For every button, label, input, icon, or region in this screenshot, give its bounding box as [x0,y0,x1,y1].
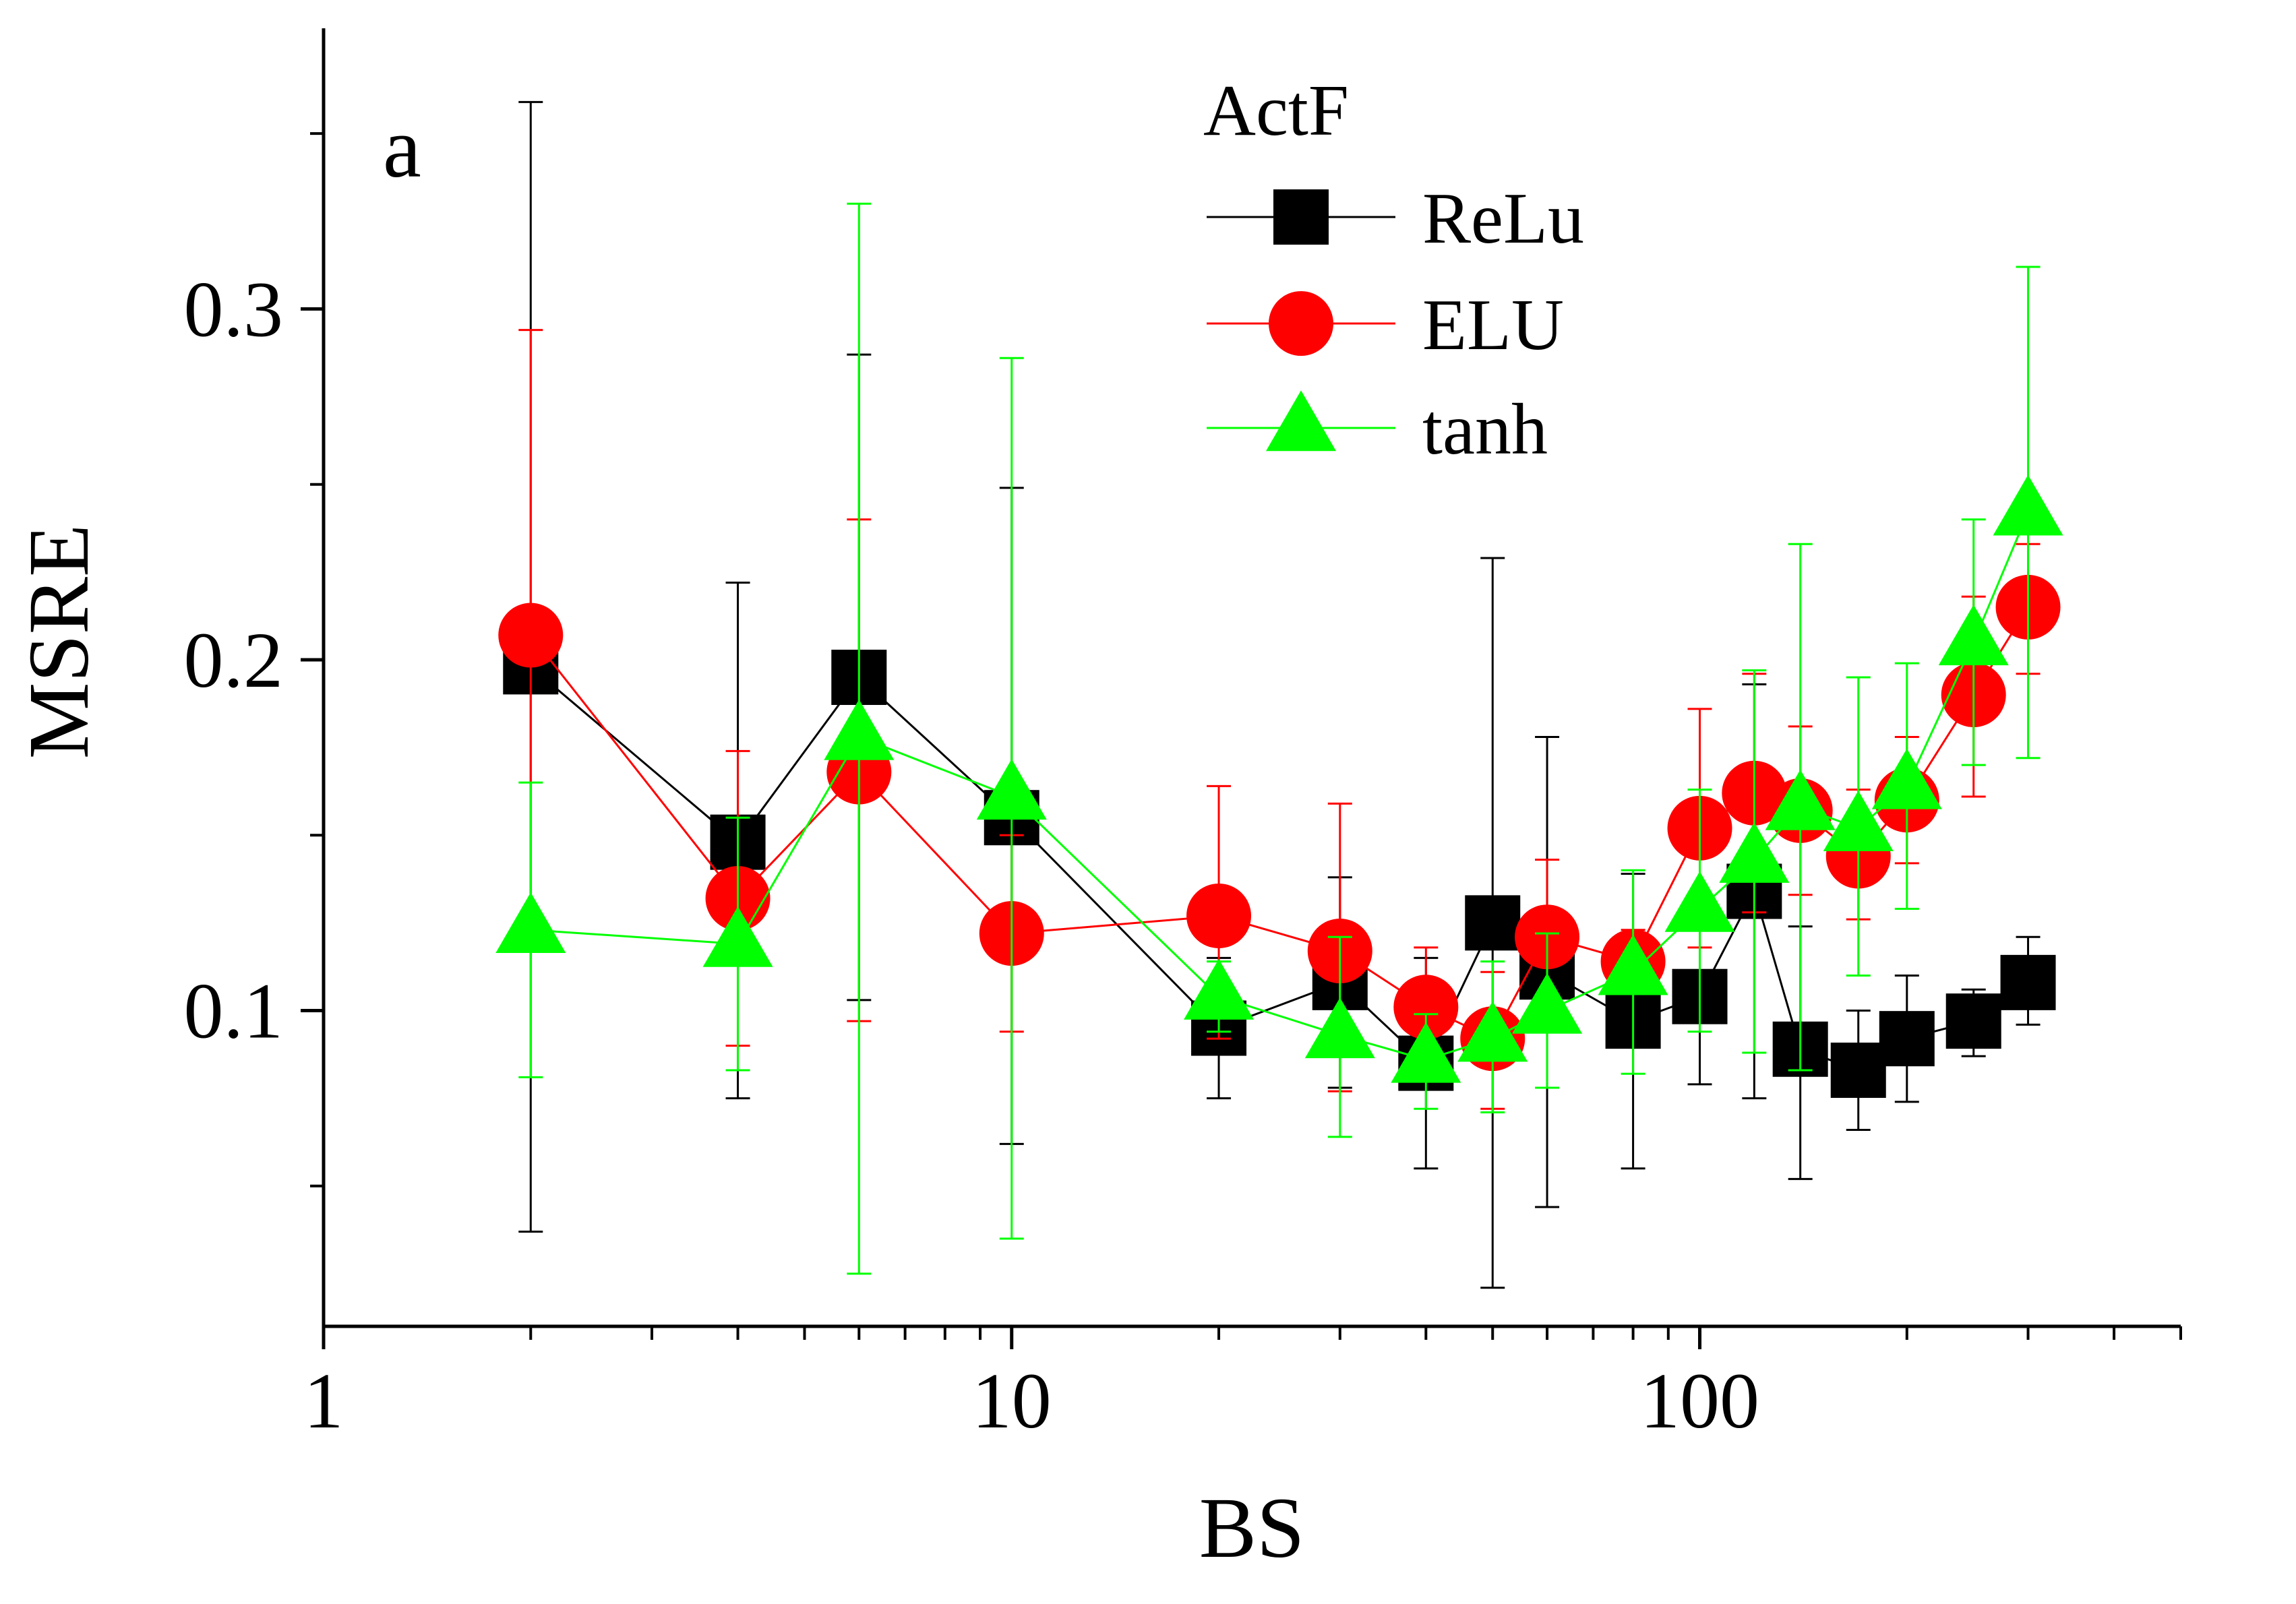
legend-item-tanh: tanh [1207,390,1548,470]
data-point [1457,1001,1528,1062]
data-point [1823,791,1894,852]
legend-item-elu: ELU [1207,285,1564,365]
legend-label: ReLu [1422,179,1584,259]
data-point [1993,474,2063,536]
x-axis-label: BS [1199,1480,1305,1576]
data-point [1465,895,1521,951]
data-point [1938,605,2009,666]
data-point [702,906,773,967]
axes: 1 10 100 0.1 0.2 0.3 [184,28,2182,1445]
data-point [824,699,895,760]
y-tick-label: 0.3 [184,265,284,353]
data-point [1879,1011,1935,1067]
data-point [1512,973,1583,1034]
data-point [1184,958,1255,1020]
data-point [2000,954,2056,1010]
legend-marker [1266,390,1336,452]
data-point [1186,883,1252,948]
legend-marker [1269,291,1333,356]
data-point [1871,748,1942,809]
legend: ActF ReLu ELU tanh [1203,71,1584,470]
data-point [498,603,564,668]
data-point [1664,871,1735,932]
data-point [495,892,566,953]
data-point [1391,1022,1461,1083]
data-point [1598,934,1668,995]
x-tick-label: 1 [304,1357,344,1445]
y-tick-label: 0.1 [184,967,284,1055]
y-tick-label: 0.2 [184,616,284,704]
data-point [1830,1043,1886,1099]
legend-title: ActF [1203,71,1349,151]
data-point [1945,993,2001,1049]
data-point [1393,975,1459,1040]
series-layer [495,100,2063,1289]
data-point [1719,822,1790,883]
data-point [1304,997,1375,1059]
data-point [976,759,1047,820]
legend-label: ELU [1422,285,1564,365]
legend-label: tanh [1422,390,1548,470]
series-tanh [495,202,2063,1275]
x-tick-label: 10 [972,1357,1052,1445]
x-tick-label: 100 [1640,1357,1759,1445]
panel-label: a [383,100,421,195]
legend-marker [1273,189,1329,245]
data-point [1765,769,1836,830]
legend-item-relu: ReLu [1207,179,1584,259]
y-axis-label: MSRE [11,524,107,760]
